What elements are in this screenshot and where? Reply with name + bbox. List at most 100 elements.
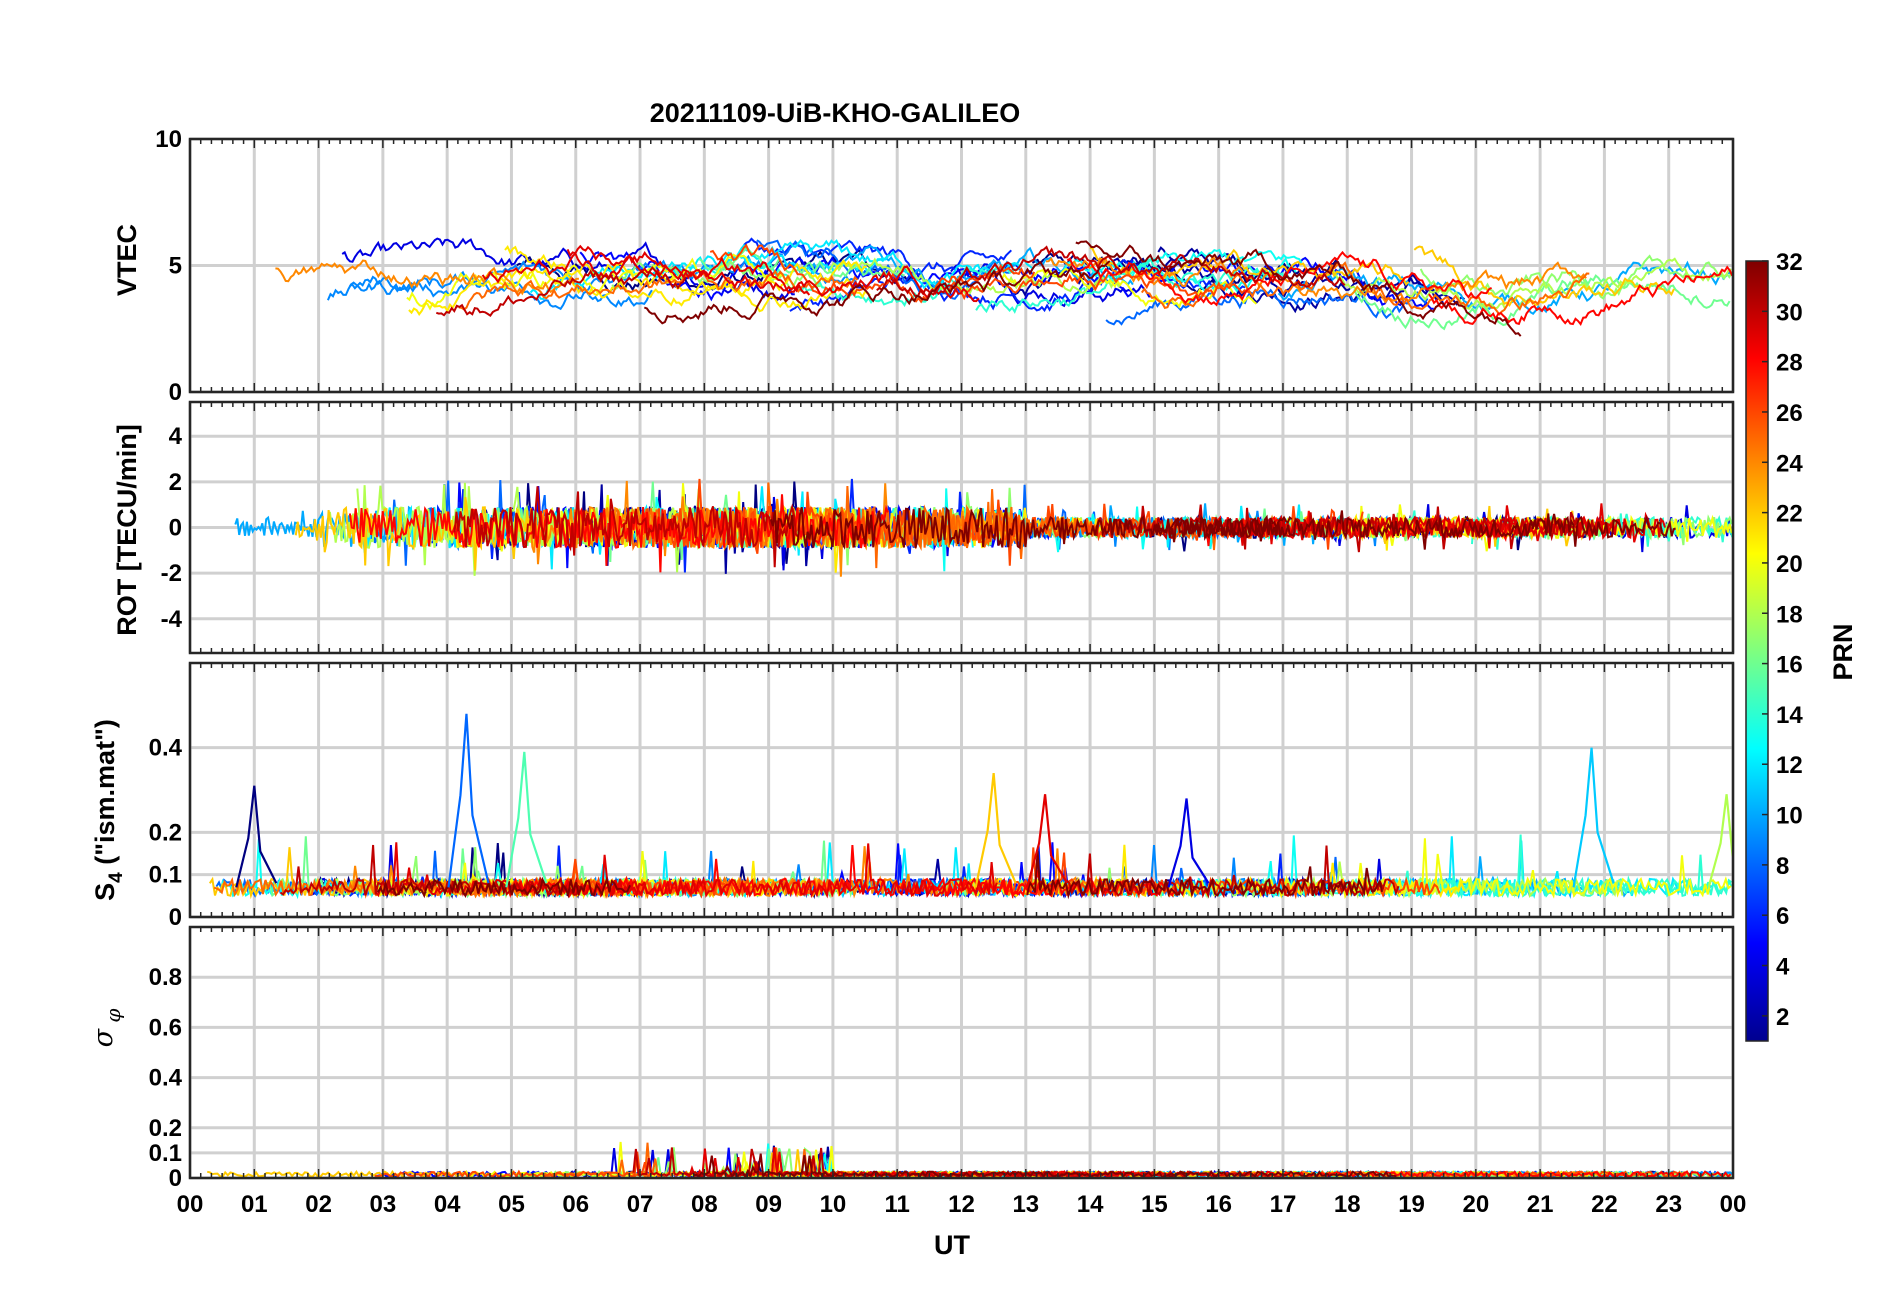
prn-series-line — [950, 263, 1152, 308]
series-group — [208, 713, 1733, 900]
chart-title: 20211109-UiB-KHO-GALILEO — [650, 98, 1021, 128]
colorbar-tick-label: 4 — [1776, 954, 1790, 981]
x-tick-label: 12 — [948, 1191, 975, 1218]
y-tick-label: 10 — [155, 126, 182, 153]
s4-peak — [1167, 798, 1210, 888]
prn-series-line — [1153, 510, 1676, 550]
x-axis-label: UT — [934, 1230, 970, 1260]
y-tick-label: 2 — [169, 469, 182, 496]
colorbar — [1745, 260, 1769, 1042]
series-group — [234, 478, 1733, 577]
prn-series-line — [458, 269, 859, 311]
prn-series-line — [743, 237, 1012, 277]
prn-series-line — [1419, 254, 1733, 300]
x-tick-label: 11 — [885, 1191, 910, 1218]
s4-peak — [1572, 747, 1615, 888]
colorbar-tick-label: 6 — [1776, 903, 1789, 930]
series-group — [207, 1141, 1733, 1178]
x-tick-label: 08 — [691, 1191, 718, 1218]
x-tick-label: 22 — [1591, 1191, 1618, 1218]
prn-series-line — [975, 258, 1298, 314]
x-tick-label: 10 — [820, 1191, 847, 1218]
colorbar-tick-label: 30 — [1776, 299, 1803, 326]
y-tick-label: 0.6 — [149, 1014, 182, 1041]
y-tick-label: 0.2 — [149, 819, 182, 846]
prn-series-line — [709, 243, 1036, 304]
prn-series-line — [607, 843, 998, 899]
x-tick-label: 00 — [177, 1191, 204, 1218]
prn-series-line — [643, 260, 1111, 325]
s4-peak — [235, 785, 278, 888]
y-tick-label: 0.4 — [149, 735, 183, 762]
y-tick-label: 0.8 — [149, 964, 182, 991]
prn-series-line — [1257, 854, 1733, 899]
colorbar-tick-label: 18 — [1776, 601, 1803, 628]
colorbar-tick-label: 24 — [1776, 450, 1803, 477]
x-tick-label: 15 — [1141, 1191, 1168, 1218]
s4-peak — [447, 713, 490, 888]
s4-ylabel: S4 ("ism.mat") — [90, 719, 127, 901]
panel-VTEC: 0 5 10 — [155, 126, 1735, 406]
x-tick-label: 14 — [1077, 1191, 1104, 1218]
prn-series-line — [348, 494, 889, 573]
colorbar-tick-label: 26 — [1776, 400, 1803, 427]
series-group — [275, 237, 1733, 337]
colorbar-tick-label: 12 — [1776, 752, 1803, 779]
rot-ylabel: ROT [TECU/min] — [112, 424, 142, 635]
x-tick-label: 23 — [1655, 1191, 1682, 1218]
prn-series-line — [769, 506, 1293, 550]
x-tick-label: 00 — [1720, 1191, 1747, 1218]
x-tick-label: 06 — [562, 1191, 589, 1218]
colorbar-tick-label: 16 — [1776, 652, 1803, 679]
colorbar-tick-label: 2 — [1776, 1004, 1789, 1031]
x-tick-label: 09 — [755, 1191, 782, 1218]
x-tick-label: 01 — [241, 1191, 268, 1218]
colorbar-tick-label: 28 — [1776, 350, 1803, 377]
s4-peak — [505, 751, 548, 888]
y-tick-label: -2 — [161, 560, 182, 587]
colorbar-tick-label: 32 — [1776, 249, 1803, 276]
prn-series-line — [494, 845, 1054, 899]
x-tick-label: 20 — [1462, 1191, 1489, 1218]
prn-series-line — [374, 1151, 656, 1178]
prn-series-line — [1259, 1170, 1732, 1178]
x-tick-label: 02 — [305, 1191, 332, 1218]
prn-series-line — [1353, 274, 1731, 331]
prn-series-line — [947, 271, 1251, 301]
prn-series-line — [453, 486, 799, 568]
x-tick-label: 16 — [1205, 1191, 1232, 1218]
prn-series-line — [1066, 250, 1493, 307]
prn-series-line — [1075, 240, 1522, 337]
x-tick-label: 18 — [1334, 1191, 1361, 1218]
x-tick-label: 19 — [1398, 1191, 1425, 1218]
panel-ROT: -4 -2 0 2 4 — [161, 400, 1735, 655]
s4-peak — [1707, 794, 1733, 888]
y-tick-label: 0.2 — [149, 1115, 182, 1142]
prn-series-line — [1095, 504, 1596, 553]
panel-sigma_phi: 00.10.2 0.4 0.6 0.8 — [149, 925, 1735, 1192]
s4-peak — [974, 772, 1017, 888]
colorbar-tick-label: 10 — [1776, 803, 1803, 830]
sigma-phi-ylabel: σ φ — [88, 1009, 125, 1048]
colorbar-label: PRN — [1828, 623, 1858, 680]
prn-series-line — [1399, 836, 1713, 900]
y-tick-label: 0 — [169, 904, 182, 931]
colorbar-tick-label: 14 — [1776, 702, 1803, 729]
svg-text:σ φ: σ φ — [88, 1009, 125, 1048]
x-tick-label: 07 — [627, 1191, 654, 1218]
x-tick-label: 03 — [370, 1191, 397, 1218]
y-tick-label: 0.1 — [149, 1140, 182, 1167]
prn-series-line — [762, 262, 1022, 308]
prn-series-line — [1413, 245, 1675, 307]
vtec-ylabel: VTEC — [112, 224, 142, 296]
svg-text:S4 ("ism.mat"): S4 ("ism.mat") — [90, 719, 127, 901]
y-tick-label: 0.1 — [149, 862, 182, 889]
prn-series-line — [698, 247, 906, 278]
prn-series-line — [1045, 254, 1587, 304]
colorbar-tick-label: 22 — [1776, 501, 1803, 528]
colorbar-tick-label: 8 — [1776, 853, 1789, 880]
panel-S4: 0 0.1 0.2 0.4 — [149, 661, 1735, 931]
x-tick-label: 04 — [434, 1191, 461, 1218]
